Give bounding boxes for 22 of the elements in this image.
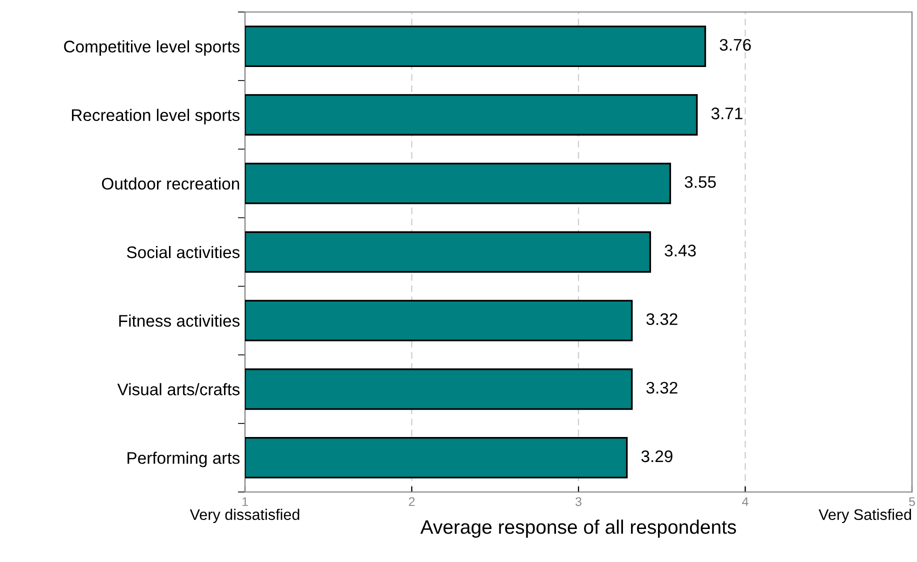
text: Very dissatisfied xyxy=(190,508,300,524)
x-tick-label: 4 xyxy=(742,497,748,506)
x-tick-label: 5 xyxy=(909,497,915,506)
data-label: 3.43 xyxy=(664,244,696,256)
data-label: 3.32 xyxy=(646,313,678,326)
data-label: 3.32 xyxy=(646,382,678,394)
y-tick-label: Recreation level sports xyxy=(72,108,240,124)
x-tick-label: 1 xyxy=(242,497,248,506)
y-tick-label: Competitive level sports xyxy=(64,40,240,56)
y-tick-label: Performing arts xyxy=(128,452,240,468)
data-label: 3.55 xyxy=(684,176,716,188)
y-tick-label: Fitness activities xyxy=(119,314,240,327)
x-axis-title: Average response of all respondents xyxy=(420,520,736,538)
y-tick-label: Social activities xyxy=(126,246,240,258)
data-label: 3.29 xyxy=(641,450,672,462)
data-label: 3.76 xyxy=(720,38,751,51)
text: Very Satisfied xyxy=(818,508,912,524)
x-tick-label: 3 xyxy=(576,497,582,506)
data-label: 3.71 xyxy=(711,108,742,120)
y-tick-label: Visual arts/crafts xyxy=(117,383,240,396)
y-tick-label: Outdoor recreation xyxy=(102,177,240,190)
x-tick-label: 2 xyxy=(408,497,415,506)
